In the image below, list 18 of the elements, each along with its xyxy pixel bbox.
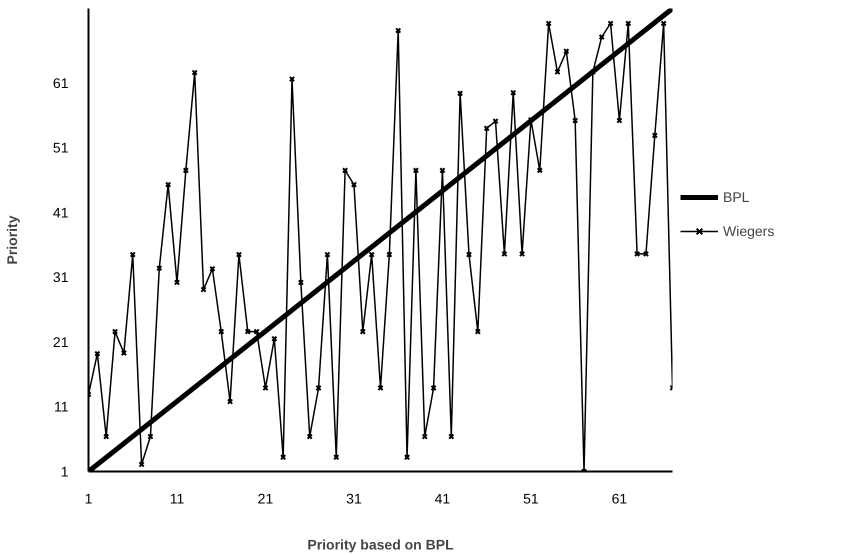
- x-axis-title: Priority based on BPL: [307, 536, 454, 552]
- y-axis-title: Priority: [4, 215, 20, 265]
- x-tick-label: 41: [434, 490, 450, 506]
- y-tick-label: 21: [52, 334, 69, 350]
- legend-label: Wiegers: [723, 223, 774, 239]
- legend-label: BPL: [723, 189, 750, 205]
- y-tick-label: 11: [54, 398, 69, 415]
- y-tick-label: 1: [60, 464, 69, 480]
- y-tick-label: 41: [52, 204, 69, 220]
- y-tick-label: 31: [52, 269, 69, 286]
- x-tick-label: 21: [258, 490, 274, 506]
- y-tick-label: 61: [52, 74, 69, 91]
- x-tick-label: 1: [84, 490, 93, 506]
- x-tick-label: 31: [346, 490, 362, 506]
- x-tick-label: 11: [170, 490, 184, 506]
- x-tick-label: 61: [612, 490, 628, 506]
- y-tick-label: 51: [52, 140, 69, 156]
- x-tick-label: 51: [523, 490, 539, 506]
